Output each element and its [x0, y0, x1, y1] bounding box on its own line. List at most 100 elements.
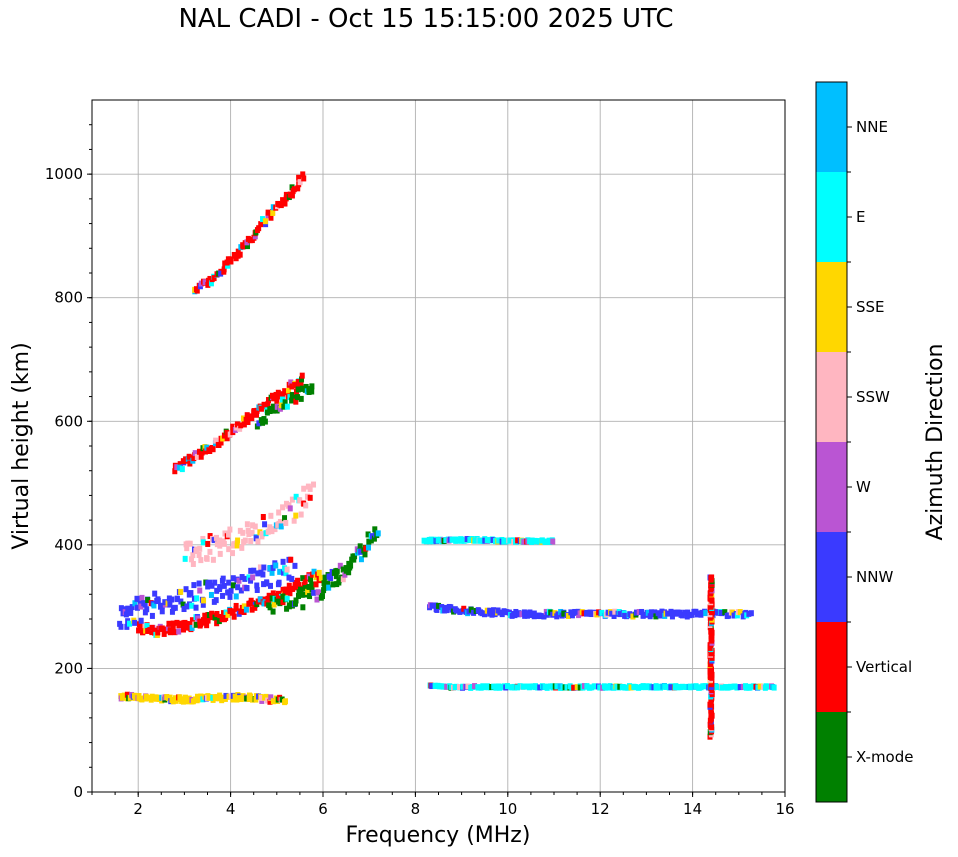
echo-point [316, 589, 322, 596]
echo-point [464, 536, 470, 543]
echo-point [351, 556, 357, 563]
echo-point [270, 698, 276, 705]
echo-point [224, 259, 230, 266]
echo-point [348, 562, 354, 569]
echo-point [265, 209, 271, 216]
echo-point [266, 596, 272, 603]
echo-point [235, 248, 241, 255]
echo-point [307, 494, 313, 501]
echo-point [205, 583, 211, 590]
echo-point [262, 218, 268, 225]
echo-point [145, 695, 151, 702]
y-tick-label: 800 [54, 289, 83, 307]
colorbar-segment [816, 82, 847, 172]
echo-point [565, 612, 571, 619]
x-tick-label: 12 [591, 800, 610, 818]
echo-point [152, 590, 158, 597]
echo-point [195, 615, 201, 622]
colorbar-segment [816, 532, 847, 622]
echo-point [265, 400, 271, 407]
echo-point [302, 579, 308, 586]
echo-point [194, 453, 200, 460]
echo-point [221, 582, 227, 589]
echo-point [210, 556, 216, 563]
echo-point [248, 577, 254, 584]
echo-point [340, 566, 346, 573]
echo-point [352, 553, 358, 560]
echo-point [169, 596, 175, 603]
echo-point [298, 395, 304, 402]
colorbar-label: Azimuth Direction [923, 343, 948, 540]
echo-point [152, 627, 158, 634]
echo-point [155, 629, 161, 636]
echo-point [257, 596, 263, 603]
echo-point [624, 613, 630, 620]
echo-point [561, 610, 567, 617]
echo-point [275, 590, 281, 597]
y-tick-label: 200 [54, 659, 83, 677]
echo-point [555, 611, 561, 618]
echo-point [189, 624, 195, 631]
echo-point [217, 542, 223, 549]
echo-point [460, 683, 466, 690]
echo-point [688, 684, 694, 691]
echo-point [221, 266, 227, 273]
echo-point [267, 698, 273, 705]
echo-point [283, 519, 289, 526]
echo-point [330, 581, 336, 588]
echo-point [261, 581, 267, 588]
echo-point [205, 540, 211, 547]
echo-point [270, 564, 276, 571]
echo-point [296, 174, 302, 181]
echo-point [316, 569, 322, 576]
echo-point [183, 586, 189, 593]
echo-point [250, 522, 256, 529]
echo-point [134, 604, 140, 611]
echo-point [267, 604, 273, 611]
echo-point [187, 540, 193, 547]
echo-point [252, 233, 258, 240]
echo-point [238, 422, 244, 429]
y-tick-label: 400 [54, 536, 83, 554]
echo-point [268, 599, 274, 606]
echo-point [260, 219, 266, 226]
echo-point [231, 542, 237, 549]
echo-point [200, 601, 206, 608]
echo-point [628, 684, 634, 691]
echo-point [299, 385, 305, 392]
echo-point [132, 619, 138, 626]
echo-point [269, 528, 275, 535]
echo-point [299, 591, 305, 598]
y-tick-label: 0 [73, 783, 83, 801]
echo-point [277, 568, 283, 575]
echo-point [211, 275, 217, 282]
echo-point [334, 567, 340, 574]
echo-point [156, 695, 162, 702]
echo-point [259, 531, 265, 538]
echo-point [189, 617, 195, 624]
y-axis-ticks: 0 200 400 600 800 1000 [45, 124, 92, 801]
echo-point [289, 496, 295, 503]
colorbar-segment [816, 172, 847, 262]
echo-point [159, 602, 165, 609]
echo-point [558, 608, 564, 615]
echo-point [461, 605, 467, 612]
colorbar-segment [816, 712, 847, 802]
echo-point [254, 407, 260, 414]
colorbar-segment [816, 262, 847, 352]
echo-point [544, 684, 550, 691]
echo-point [178, 588, 184, 595]
echo-point [221, 540, 227, 547]
echo-point [273, 562, 279, 569]
echo-point [482, 684, 488, 691]
echo-point [118, 623, 124, 630]
echo-point [233, 593, 239, 600]
echo-point [714, 684, 720, 691]
echo-point [167, 627, 173, 634]
x-tick-label: 14 [683, 800, 702, 818]
echo-point [321, 580, 327, 587]
echo-point [213, 534, 219, 541]
colorbar-label-e: E [856, 208, 865, 226]
echo-point [574, 684, 580, 691]
echo-point [303, 502, 309, 509]
